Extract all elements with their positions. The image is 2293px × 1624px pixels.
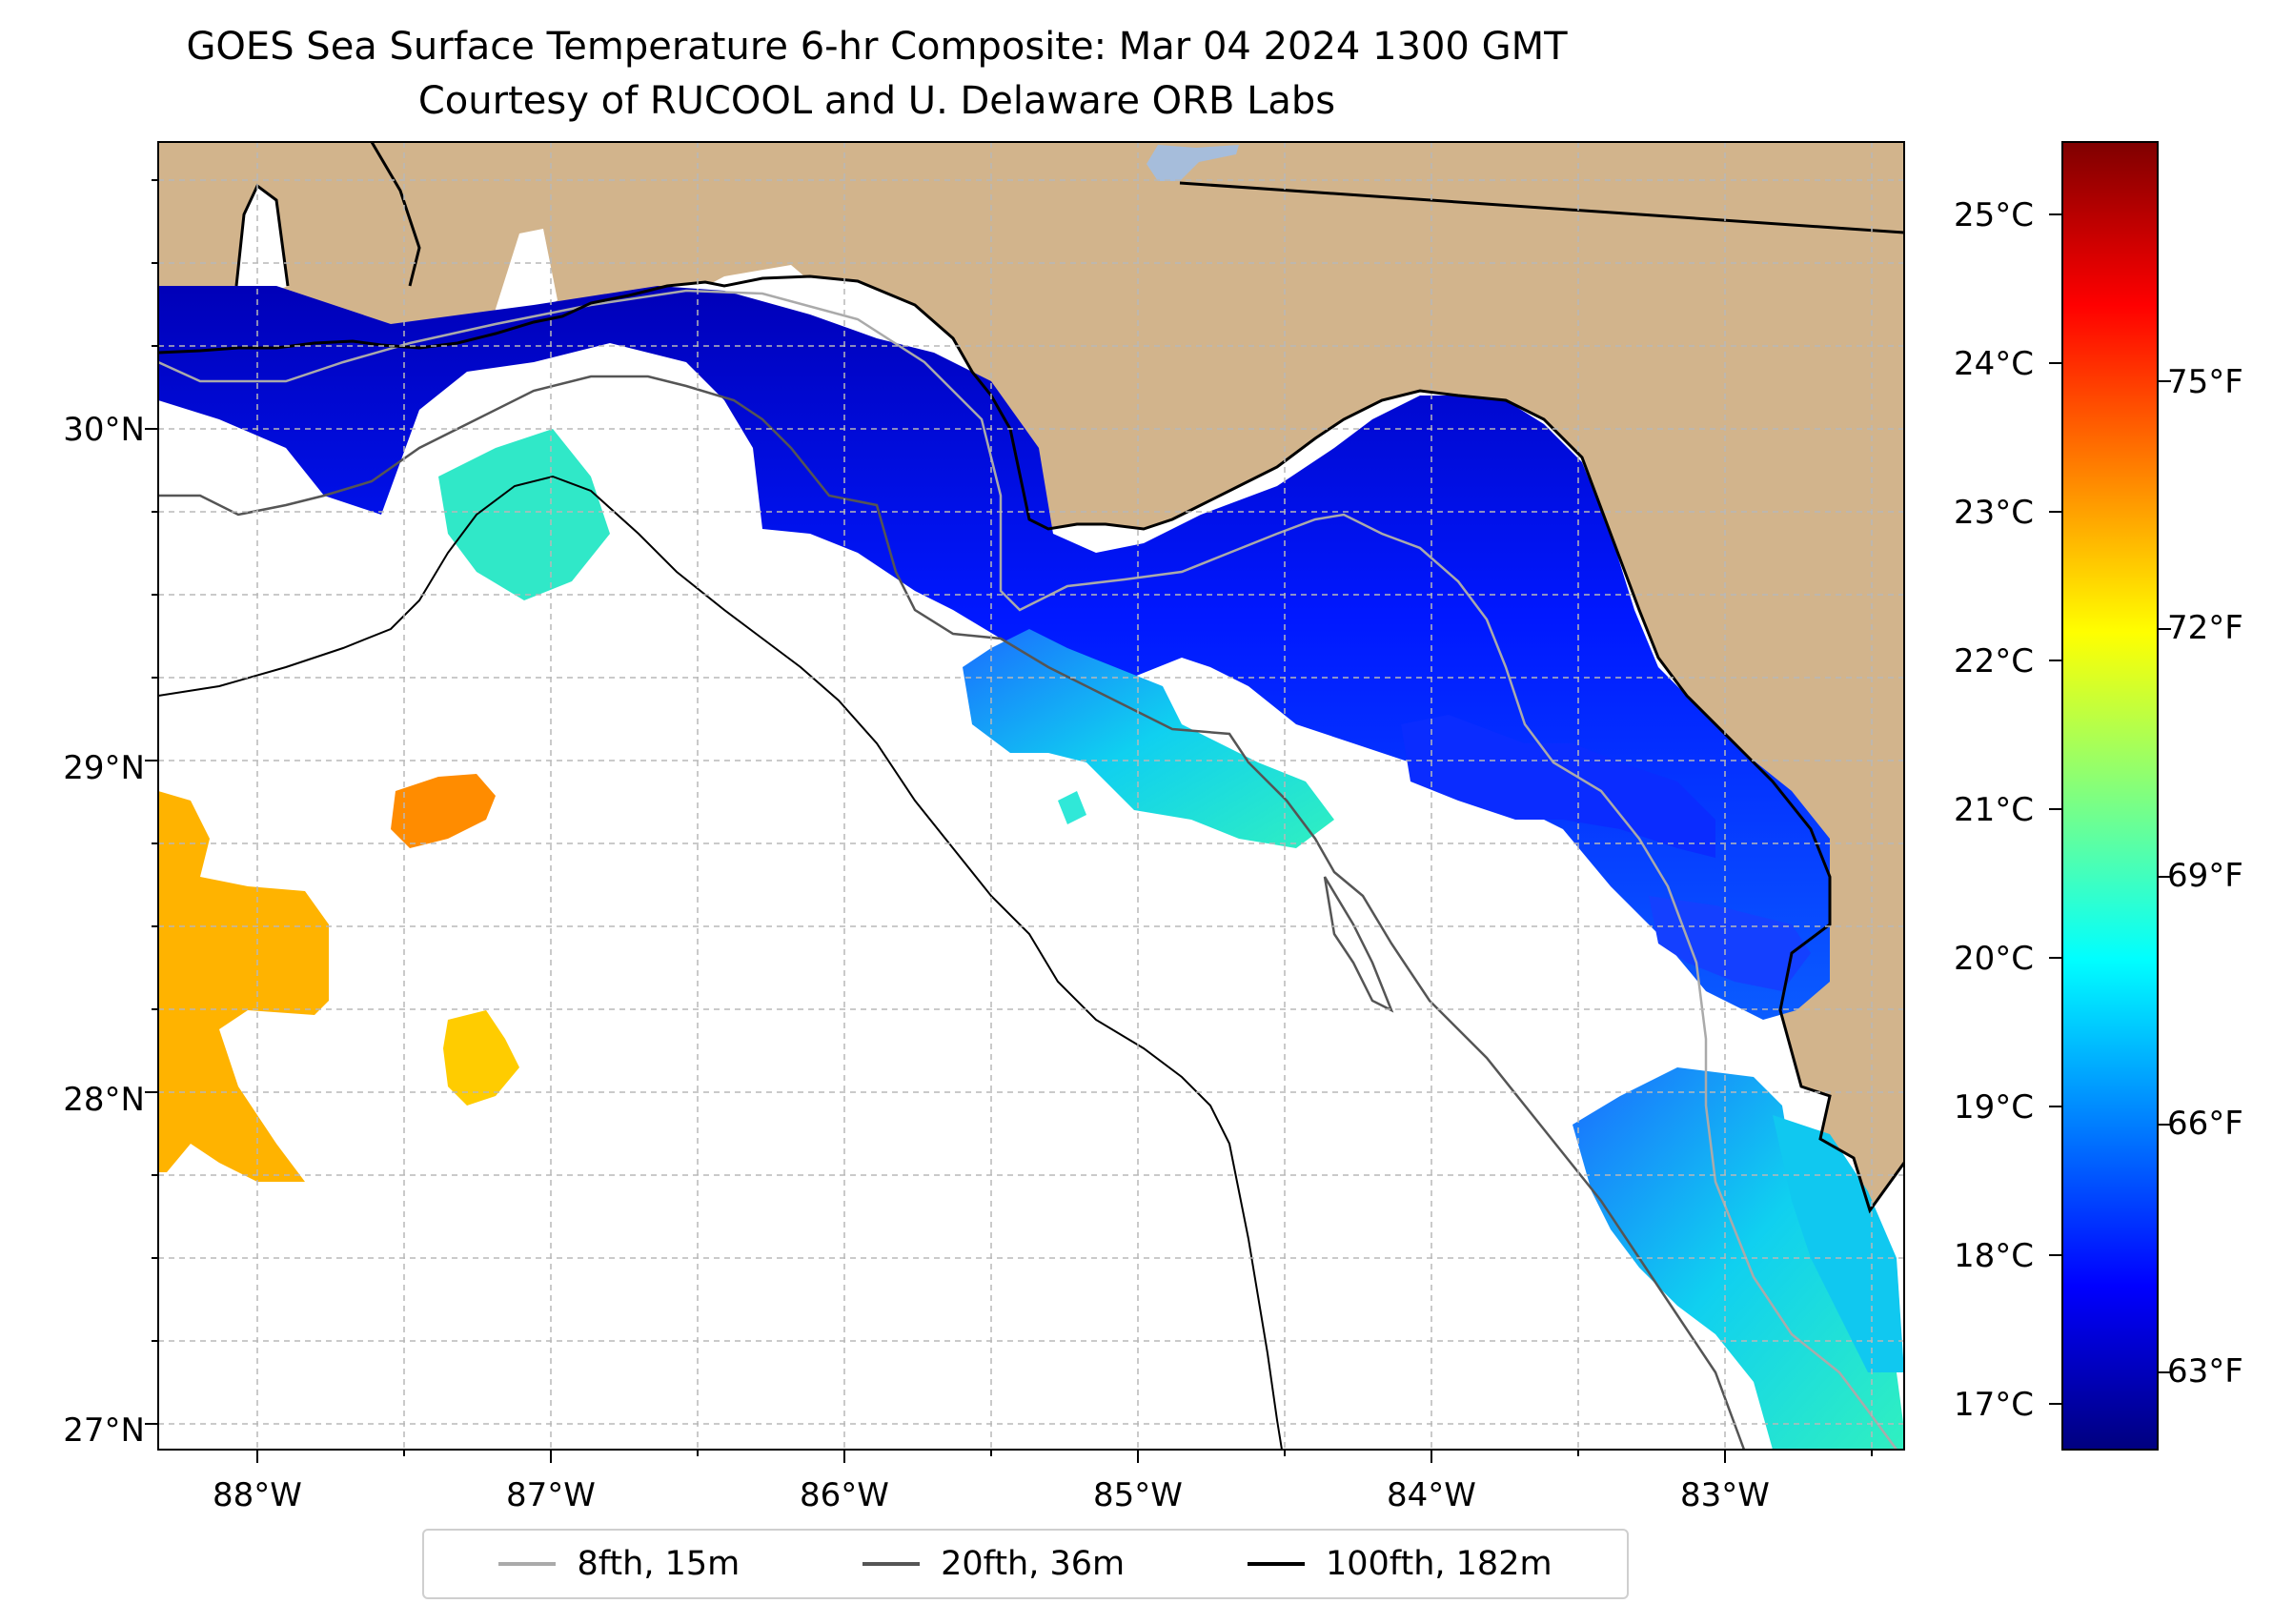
sst-data-layer (158, 286, 1904, 1450)
lat-ticks (145, 179, 158, 1425)
celsius-label: 19°C (1954, 1088, 2034, 1127)
lat-label-30n: 30°N (63, 411, 145, 449)
colorbar-gradient (2061, 141, 2159, 1451)
fahrenheit-label: 69°F (2167, 857, 2243, 895)
isobath-legend: 8fth, 15m 20fth, 36m 100fth, 182m (422, 1529, 1629, 1599)
lat-label-29n: 29°N (63, 749, 145, 787)
lon-label-88w: 88°W (213, 1476, 302, 1514)
map-subtitle: Courtesy of RUCOOL and U. Delaware ORB L… (417, 79, 1336, 123)
fahrenheit-label: 63°F (2167, 1352, 2243, 1391)
map-title: GOES Sea Surface Temperature 6-hr Compos… (186, 25, 1568, 69)
isobath-100fth (158, 475, 1283, 1450)
mobile-bay (236, 186, 288, 297)
lon-label-84w: 84°W (1387, 1476, 1476, 1514)
state-border (1179, 181, 1904, 234)
legend-label-8fth: 8fth, 15m (577, 1545, 741, 1583)
sst-big-bend (1401, 715, 1715, 858)
legend-line-20fth (862, 1562, 921, 1566)
legend-line-100fth (1247, 1562, 1305, 1566)
sst-warm-patch-2 (158, 791, 329, 1182)
celsius-scale: 25°C 24°C 23°C 22°C 21°C 20°C 19°C 18°C … (1954, 196, 2034, 1424)
lon-label-87w: 87°W (506, 1476, 596, 1514)
legend-line-8fth (498, 1562, 557, 1566)
fahrenheit-label: 66°F (2167, 1105, 2243, 1143)
sst-small-patch (1058, 791, 1086, 824)
celsius-label: 18°C (1954, 1237, 2034, 1275)
sst-shelf-panhandle (158, 286, 1830, 1020)
land-mass (158, 142, 1904, 1210)
celsius-label: 22°C (1954, 642, 2034, 680)
celsius-label: 17°C (1954, 1386, 2034, 1424)
lon-label-85w: 85°W (1093, 1476, 1183, 1514)
lat-axis-labels: 30°N 29°N 28°N 27°N (63, 411, 145, 1450)
isobath-8fth (158, 289, 1898, 1450)
sst-mid-patch (438, 429, 610, 600)
celsius-label: 25°C (1954, 196, 2034, 234)
sst-west-florida (1649, 896, 1811, 991)
sst-nearshore-gulf (963, 629, 1334, 848)
lon-label-86w: 86°W (800, 1476, 889, 1514)
lon-ticks (256, 1450, 1873, 1463)
graticule (158, 142, 1904, 1450)
colorbar-ticks (2049, 213, 2171, 1405)
fahrenheit-scale: 75°F 72°F 69°F 66°F 63°F (2167, 363, 2243, 1391)
st-andrews-bay (891, 324, 963, 362)
legend-label-20fth: 20fth, 36m (941, 1545, 1126, 1583)
lon-label-83w: 83°W (1680, 1476, 1770, 1514)
sst-tampa-shelf (1573, 1067, 1904, 1450)
lat-label-28n: 28°N (63, 1081, 145, 1119)
celsius-label: 21°C (1954, 791, 2034, 829)
celsius-label: 24°C (1954, 345, 2034, 383)
lat-label-27n: 27°N (63, 1411, 145, 1450)
legend-item-100fth: 100fth, 182m (1247, 1545, 1552, 1583)
inland-lake (1146, 145, 1239, 181)
pensacola-bay (491, 229, 558, 324)
map-frame (157, 141, 1905, 1451)
fahrenheit-label: 72°F (2167, 609, 2243, 647)
fahrenheit-label: 75°F (2167, 363, 2243, 401)
sst-warm-patch-3 (443, 1010, 519, 1106)
celsius-label: 23°C (1954, 494, 2034, 532)
lon-axis-labels: 88°W 87°W 86°W 85°W 84°W 83°W (213, 1476, 1770, 1514)
legend-item-20fth: 20fth, 36m (862, 1545, 1125, 1583)
colorbar: 25°C 24°C 23°C 22°C 21°C 20°C 19°C 18°C … (1954, 141, 2243, 1451)
sst-warm-patch-1 (391, 774, 496, 848)
legend-label-100fth: 100fth, 182m (1325, 1545, 1552, 1583)
map-plot-area[interactable] (158, 142, 1904, 1450)
legend-item-8fth: 8fth, 15m (498, 1545, 740, 1583)
celsius-label: 20°C (1954, 940, 2034, 978)
